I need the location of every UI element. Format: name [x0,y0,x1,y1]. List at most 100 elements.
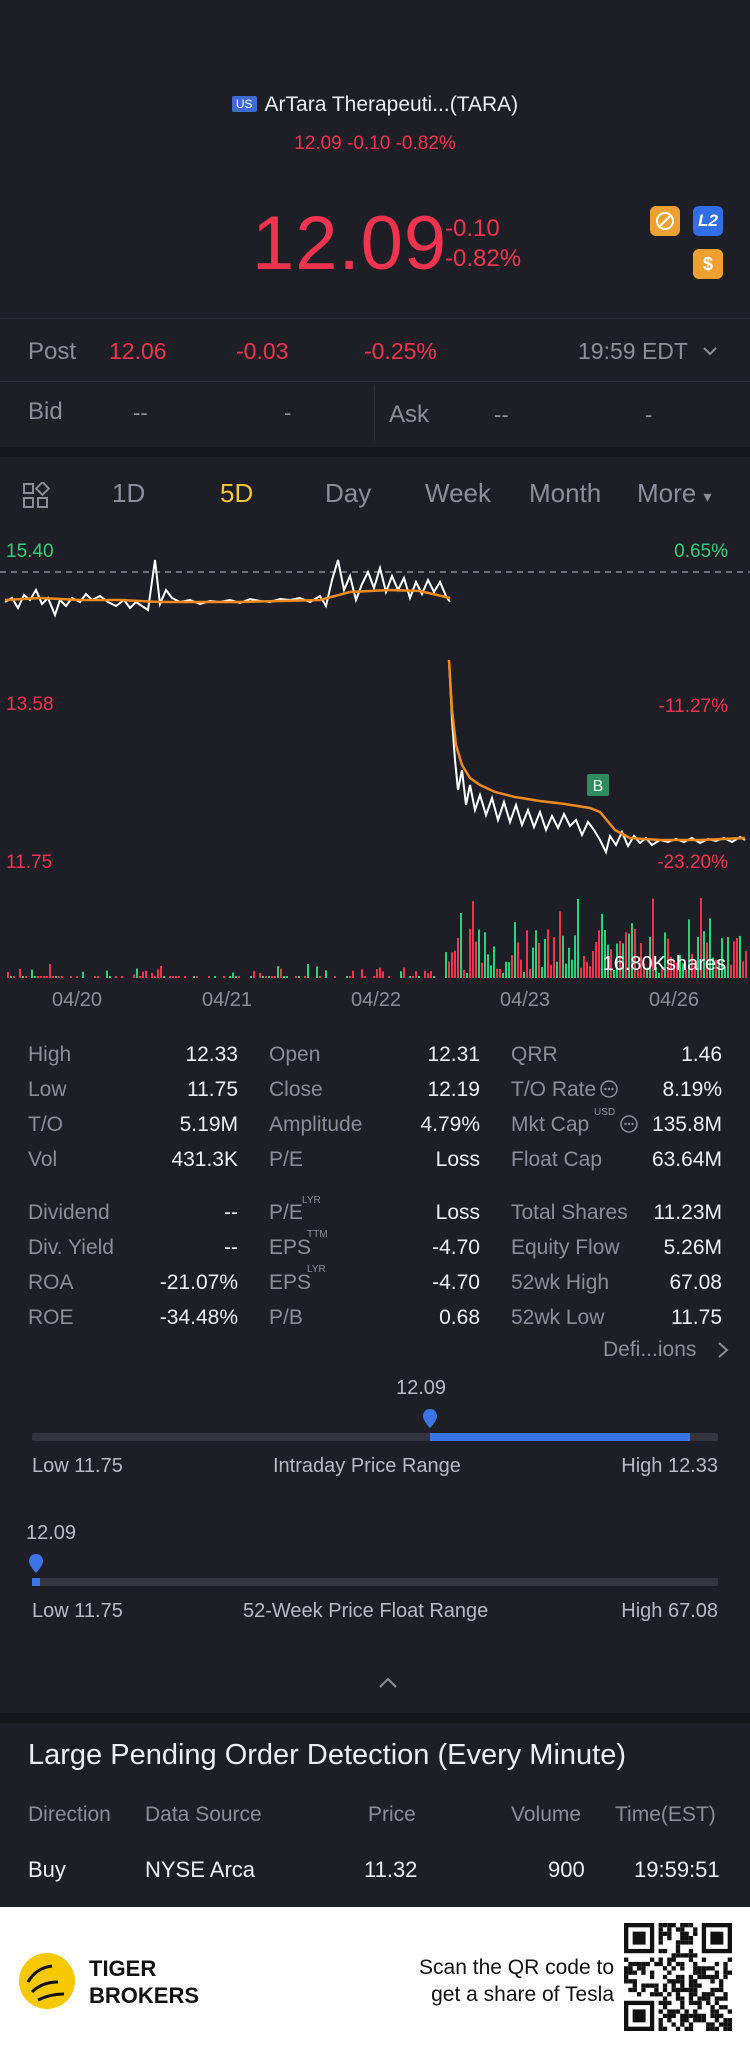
week52-low: Low 11.75 [32,1600,123,1622]
volume-bar [139,976,141,978]
volume-bar [664,932,666,978]
post-time[interactable]: 19:59 EDT [578,338,688,364]
volume-bar [418,976,420,978]
volume-bar [661,967,663,978]
stat-label: Open [269,1043,321,1066]
volume-bar [565,963,567,978]
volume-bar [7,972,9,978]
week52-label: 52-Week Price Float Range [243,1600,489,1622]
volume-bar [400,971,402,978]
volume-bar [196,976,198,978]
stat-value: Loss [435,1148,480,1171]
volume-bar [157,969,159,978]
volume-bar [115,976,117,978]
stat-value: -- [224,1236,238,1259]
stat-label: P/B [269,1306,303,1329]
order-time: 19:59:51 [634,1857,720,1882]
volume-bar [601,913,603,978]
tab-week[interactable]: Week [425,478,491,508]
stock-title: US ArTara Therapeuti...(TARA) [0,93,750,117]
date-tick: 04/26 [649,989,700,1011]
volume-bar [646,967,648,978]
volume-bar [271,976,273,978]
week52-high: High 67.08 [621,1600,718,1622]
volume-bar [94,976,96,978]
order-direction: Buy [28,1857,66,1882]
volume-bar [592,951,594,978]
date-tick: 04/20 [52,989,103,1011]
volume-bar [502,972,504,978]
volume-bar [349,976,351,978]
buy-marker-icon[interactable] [587,774,609,796]
stock-name: ArTara Therapeuti...(TARA) [264,93,519,116]
stat-value: -4.70 [432,1271,480,1294]
volume-bar [109,976,111,978]
chevron-up-icon[interactable] [377,1676,399,1690]
volume-bar [745,951,747,978]
volume-bar [295,976,297,978]
qr-code[interactable] [624,1923,732,2031]
volume-bar [448,961,450,978]
tab-month[interactable]: Month [529,478,602,508]
volume-bar [415,971,417,978]
volume-bar [574,935,576,978]
volume-bar [268,976,270,978]
tab-1d[interactable]: 1D [112,478,146,508]
stat-label: T/O [28,1113,63,1136]
info-icon[interactable] [619,1114,639,1134]
stat-label: ROA [28,1271,74,1294]
volume-bar [625,932,627,978]
date-tick: 04/22 [351,989,402,1011]
bid-ask-divider [374,385,375,441]
chevron-down-icon[interactable] [701,342,719,360]
superscript-label: USD [594,1107,616,1118]
axis-left-bottom: 11.75 [6,852,53,873]
dollar-icon[interactable]: $ [693,249,723,279]
brand-line2: BROKERS [89,1983,200,2008]
volume-bar [430,971,432,978]
volume-bar [517,942,519,978]
volume-bar [232,972,234,978]
volume-bar [58,976,60,978]
volume-bar [523,971,525,978]
no-trade-icon-glyph [656,212,674,230]
level2-icon[interactable]: L2 [693,206,723,236]
volume-bar [379,967,381,978]
tab-day[interactable]: Day [325,478,372,508]
tab-5d[interactable]: 5D [220,478,254,508]
stat-label: Float Cap [511,1148,603,1171]
price-line-segment-1 [4,559,451,618]
stat-value: 67.08 [669,1271,722,1294]
volume-bar [250,976,252,978]
volume-bar [172,976,174,978]
info-icon[interactable] [599,1079,619,1099]
tab-more[interactable]: More ▾ [637,478,712,509]
grid-icon[interactable] [22,482,50,510]
current-price: 12.09 [252,201,448,286]
post-label: Post [28,338,77,365]
volume-bar [535,930,537,978]
volume-bar [631,923,633,978]
stat-label: Vol [28,1148,58,1171]
intraday-range-fill [430,1433,690,1441]
volume-bar [70,976,72,978]
no-trade-icon[interactable] [650,206,680,236]
volume-bar [154,976,156,978]
brand-line1: TIGER [89,1956,157,1981]
chevron-right-icon[interactable] [716,1340,730,1360]
col-direction: Direction [28,1803,111,1826]
volume-bar [145,970,147,978]
date-tick: 04/23 [500,989,551,1011]
price-chart[interactable]: B [0,540,750,980]
volume-bar [670,956,672,978]
stat-label: Low [28,1078,67,1101]
volume-bar [733,941,735,978]
volume-bar [40,976,42,978]
volume-bar [475,941,477,978]
stat-value: 5.26M [663,1236,722,1259]
definitions-link[interactable]: Defi...ions [603,1338,697,1361]
volume-bar [622,943,624,978]
col-price: Price [368,1803,416,1826]
volume-bar [559,911,561,978]
volume-bar [451,952,453,978]
